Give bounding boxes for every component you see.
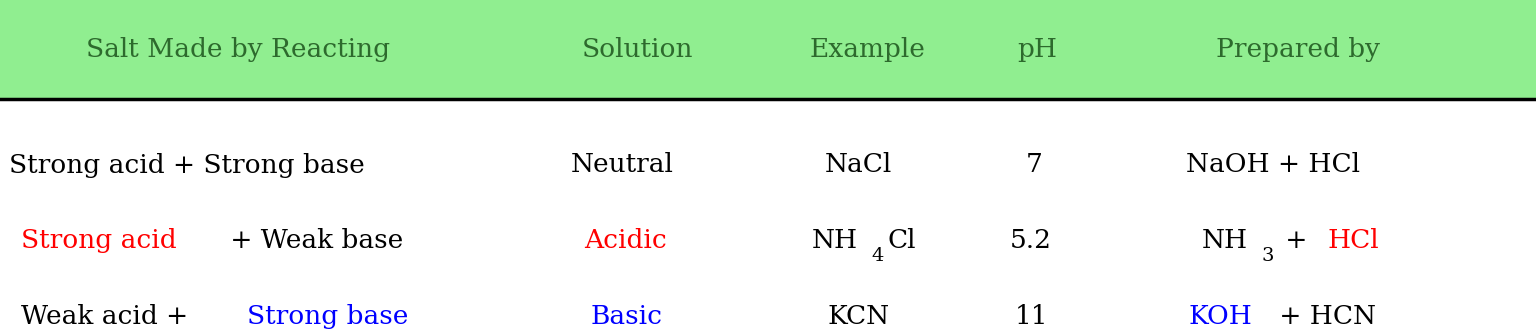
Text: HCl: HCl (1327, 228, 1379, 253)
Text: 7: 7 (1026, 152, 1043, 178)
Text: Weak acid +: Weak acid + (22, 304, 197, 329)
Text: + HCN: + HCN (1272, 304, 1376, 329)
Text: NaOH + HCl: NaOH + HCl (1186, 152, 1359, 178)
Text: Salt Made by Reacting: Salt Made by Reacting (86, 37, 390, 62)
Text: Basic: Basic (591, 304, 664, 329)
Text: Cl: Cl (888, 228, 915, 253)
Text: 4: 4 (871, 247, 883, 265)
Text: NH: NH (811, 228, 857, 253)
Text: + Weak base: + Weak base (221, 228, 402, 253)
Text: Strong base: Strong base (247, 304, 409, 329)
Text: KCN: KCN (828, 304, 889, 329)
Text: +: + (1278, 228, 1316, 253)
Text: KOH: KOH (1189, 304, 1253, 329)
Bar (0, 0, 1536, 99)
Text: pH: pH (1017, 37, 1057, 62)
Text: Neutral: Neutral (571, 152, 674, 178)
Text: Solution: Solution (582, 37, 693, 62)
Text: 11: 11 (1015, 304, 1049, 329)
Text: 5.2: 5.2 (1009, 228, 1052, 253)
Text: NaCl: NaCl (825, 152, 892, 178)
Text: Strong acid: Strong acid (22, 228, 177, 253)
Bar (0, 99, 1536, 330)
Text: Example: Example (809, 37, 926, 62)
Text: Strong acid + Strong base: Strong acid + Strong base (9, 152, 364, 178)
Text: 3: 3 (1261, 247, 1273, 265)
Text: Prepared by: Prepared by (1217, 37, 1379, 62)
Text: Acidic: Acidic (584, 228, 667, 253)
Text: NH: NH (1201, 228, 1247, 253)
